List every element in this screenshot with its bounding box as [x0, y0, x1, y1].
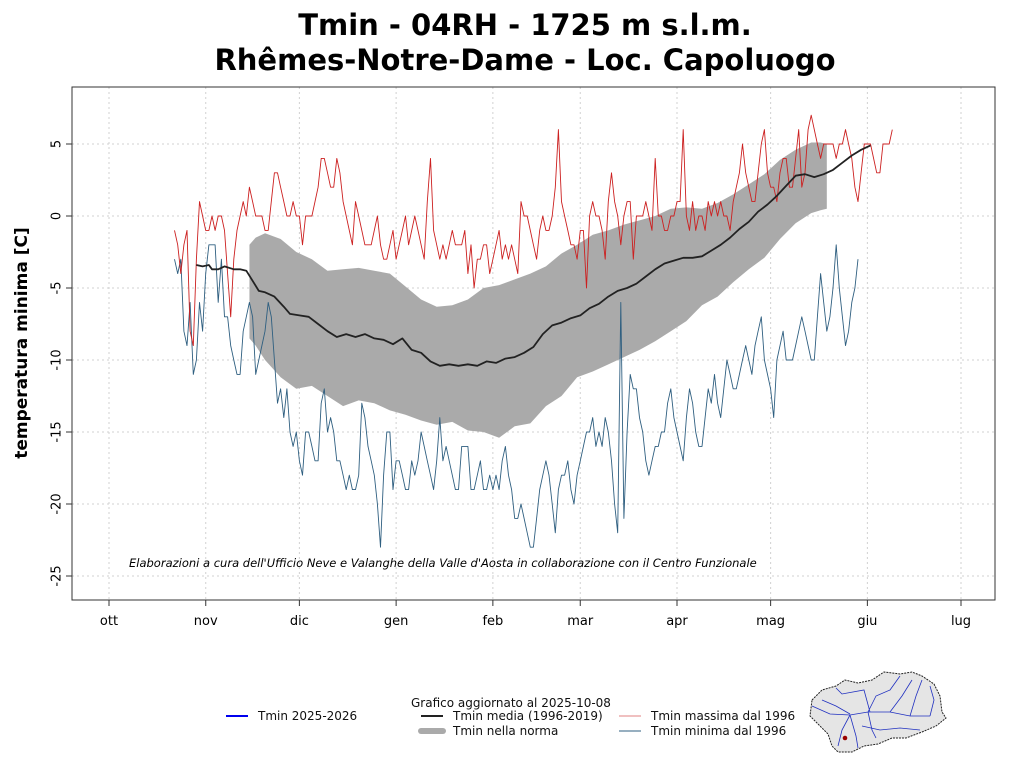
x-axis: ott nov dic gen feb mar apr mag giu lug	[100, 600, 971, 629]
x-tick-label: nov	[194, 614, 218, 629]
series-lines	[174, 114, 893, 548]
station-marker	[842, 735, 848, 741]
x-tick-label: giu	[857, 614, 877, 629]
x-tick-label: gen	[384, 614, 409, 629]
legend: Tmin 2025-2026 Tmin media (1996-2019)Tmin…	[226, 709, 795, 738]
legend-item: Tmin massima dal 1996	[619, 709, 795, 723]
y-axis-label: temperatura minima [C]	[12, 227, 32, 459]
river-network	[811, 675, 935, 749]
record-max-line	[174, 114, 893, 347]
chart-subtitle: Rhêmes-Notre-Dame - Loc. Capoluogo	[214, 43, 836, 77]
legend-label: Tmin minima dal 1996	[650, 724, 786, 738]
legend-item: Tmin media (1996-2019)	[421, 709, 603, 723]
plot-frame	[71, 86, 996, 601]
x-tick-label: mar	[567, 614, 594, 629]
x-tick-label: feb	[482, 614, 503, 629]
inset-map	[809, 671, 947, 753]
y-tick-label: 5	[50, 140, 65, 148]
y-tick-label: -15	[50, 421, 65, 442]
x-tick-label: lug	[951, 614, 971, 629]
y-tick-label: -25	[50, 565, 65, 586]
mean-line	[196, 144, 871, 367]
credit-note: Elaborazioni a cura dell'Ufficio Neve e …	[129, 556, 757, 570]
x-tick-label: apr	[666, 614, 688, 629]
x-tick-label: mag	[756, 614, 785, 629]
legend-item: Tmin nella norma	[418, 724, 558, 738]
updated-label: Grafico aggiornato al 2025-10-08	[411, 696, 611, 710]
normal-range-band	[249, 142, 827, 438]
y-axis: 5 0 -5 -10 -15 -20 -25	[50, 140, 72, 587]
legend-label: Tmin massima dal 1996	[650, 709, 795, 723]
x-tick-label: dic	[290, 614, 309, 629]
chart-title: Tmin - 04RH - 1725 m s.l.m.	[298, 8, 752, 42]
legend-label: Tmin nella norma	[452, 724, 558, 738]
legend-label: Tmin 2025-2026	[257, 709, 357, 723]
record-min-line	[174, 244, 859, 548]
x-tick-label: ott	[100, 614, 118, 629]
legend-item: Tmin minima dal 1996	[619, 724, 786, 738]
y-tick-label: -20	[50, 493, 65, 514]
y-tick-label: -5	[50, 282, 65, 295]
y-tick-label: -10	[50, 349, 65, 370]
y-tick-label: 0	[50, 212, 65, 220]
normal-range-area	[249, 142, 827, 438]
legend-item: Tmin 2025-2026	[226, 709, 357, 723]
legend-label: Tmin media (1996-2019)	[452, 709, 603, 723]
